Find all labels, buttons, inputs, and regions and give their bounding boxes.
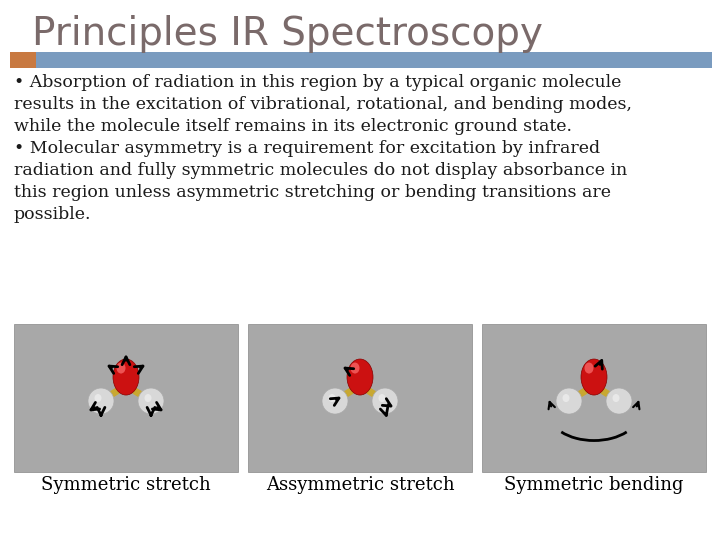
Circle shape [138, 388, 164, 414]
Text: Assymmetric stretch: Assymmetric stretch [266, 476, 454, 494]
Ellipse shape [328, 394, 336, 402]
Text: this region unless asymmetric stretching or bending transitions are: this region unless asymmetric stretching… [14, 184, 611, 201]
Ellipse shape [117, 362, 125, 374]
Text: radiation and fully symmetric molecules do not display absorbance in: radiation and fully symmetric molecules … [14, 162, 627, 179]
Ellipse shape [379, 394, 385, 402]
Text: while the molecule itself remains in its electronic ground state.: while the molecule itself remains in its… [14, 118, 572, 135]
Circle shape [606, 388, 632, 414]
Text: Symmetric bending: Symmetric bending [504, 476, 684, 494]
Text: possible.: possible. [14, 206, 91, 223]
Circle shape [322, 388, 348, 414]
Ellipse shape [94, 394, 102, 402]
Text: Principles IR Spectroscopy: Principles IR Spectroscopy [32, 15, 543, 53]
Ellipse shape [145, 394, 151, 402]
Circle shape [88, 388, 114, 414]
Text: • Absorption of radiation in this region by a typical organic molecule: • Absorption of radiation in this region… [14, 74, 621, 91]
Ellipse shape [113, 359, 139, 395]
Text: • Molecular asymmetry is a requirement for excitation by infrared: • Molecular asymmetry is a requirement f… [14, 140, 600, 157]
Bar [36, 52, 712, 68]
Text: results in the excitation of vibrational, rotational, and bending modes,: results in the excitation of vibrational… [14, 96, 632, 113]
Ellipse shape [347, 359, 373, 395]
Bar [482, 324, 706, 472]
Ellipse shape [351, 362, 359, 374]
Circle shape [372, 388, 398, 414]
Circle shape [556, 388, 582, 414]
Text: Symmetric stretch: Symmetric stretch [41, 476, 211, 494]
Bar [10, 52, 36, 68]
Ellipse shape [613, 394, 619, 402]
Ellipse shape [562, 394, 570, 402]
Ellipse shape [581, 359, 607, 395]
Ellipse shape [585, 362, 593, 374]
Bar [14, 324, 238, 472]
Bar [248, 324, 472, 472]
